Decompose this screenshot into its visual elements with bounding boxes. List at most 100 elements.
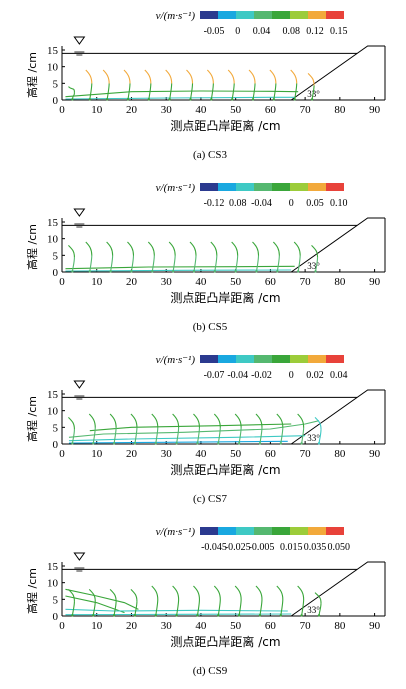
profile-point bbox=[171, 270, 175, 273]
colorbar-label: 0 bbox=[235, 26, 240, 37]
velocity-profile-lower bbox=[110, 255, 114, 272]
chart-panel-cs5: v/(m·s⁻¹) -0.12 0.08 -0.04 0 0.05 0.10 0 5 10 15 0 1… bbox=[0, 172, 406, 344]
colorbar-label: 0.08 bbox=[229, 198, 247, 209]
streamline-curve bbox=[65, 96, 295, 100]
velocity-profile-lower bbox=[273, 83, 277, 100]
colorbar-label: -0.02 bbox=[251, 370, 272, 381]
velocity-profile-lower bbox=[235, 255, 239, 272]
velocity-profile-lower bbox=[196, 599, 201, 616]
streamline-curve bbox=[65, 265, 295, 270]
y-tick-label: 15 bbox=[47, 561, 59, 573]
colorbar-segment bbox=[254, 183, 272, 191]
velocity-profile-upper bbox=[206, 69, 214, 84]
velocity-profile-lower bbox=[92, 601, 96, 616]
panel-caption: (c) CS7 bbox=[193, 493, 227, 505]
colorbar-segment bbox=[290, 527, 308, 535]
profile-point bbox=[71, 442, 74, 445]
colorbar-segment bbox=[218, 527, 236, 535]
x-axis-label: 测点距凸岸距离 /cm bbox=[170, 118, 280, 133]
velocity-profile-upper bbox=[210, 241, 218, 256]
x-tick-label: 40 bbox=[195, 104, 207, 116]
y-tick-label: 0 bbox=[53, 267, 59, 279]
colorbar-segment bbox=[272, 527, 290, 535]
velocity-profile-upper bbox=[297, 585, 305, 600]
velocity-profile-upper bbox=[186, 69, 194, 84]
velocity-profile-lower bbox=[189, 83, 194, 100]
y-axis-label: 高程 /cm bbox=[25, 224, 39, 270]
profile-point bbox=[71, 270, 74, 273]
slope-angle-label: 33° bbox=[307, 605, 320, 615]
profile-point bbox=[251, 98, 255, 101]
velocity-profile-lower bbox=[314, 257, 319, 272]
profile-point bbox=[196, 614, 199, 617]
profile-point bbox=[234, 270, 237, 273]
colorbar-segment bbox=[272, 11, 290, 19]
velocity-profile-upper bbox=[147, 241, 155, 256]
y-tick-label: 10 bbox=[47, 578, 59, 590]
profile-point bbox=[92, 614, 95, 617]
velocity-profile-upper bbox=[85, 241, 93, 256]
velocity-profile-upper bbox=[248, 69, 256, 84]
colorbar-segment bbox=[200, 11, 218, 19]
y-tick-label: 10 bbox=[47, 234, 59, 246]
colorbar-label: 0.015 bbox=[280, 542, 303, 553]
velocity-profile-upper bbox=[293, 241, 301, 256]
profile-point bbox=[154, 614, 157, 617]
x-tick-label: 10 bbox=[91, 448, 103, 460]
velocity-profile-upper bbox=[314, 416, 322, 430]
x-tick-label: 20 bbox=[126, 620, 138, 632]
profile-point bbox=[317, 614, 321, 617]
bank-slope bbox=[290, 389, 385, 445]
chart-panel-cs9: v/(m·s⁻¹) -0.045 -0.025 -0.005 0.015 0.035 0.0… bbox=[0, 516, 406, 688]
streamline-curve bbox=[65, 269, 292, 272]
velocity-profile-lower bbox=[238, 599, 242, 616]
velocity-profile-lower bbox=[134, 427, 138, 444]
profile-point bbox=[314, 270, 317, 273]
velocity-profile-lower bbox=[71, 92, 75, 100]
profile-point bbox=[175, 614, 178, 617]
y-tick-label: 10 bbox=[47, 406, 59, 418]
x-tick-label: 0 bbox=[59, 104, 65, 116]
velocity-profile-upper bbox=[297, 413, 305, 428]
x-tick-label: 30 bbox=[161, 620, 173, 632]
bank-slope bbox=[290, 45, 385, 101]
panel-caption: (d) CS9 bbox=[193, 665, 228, 677]
velocity-profile-upper bbox=[276, 585, 284, 600]
profile-point bbox=[71, 98, 74, 101]
colorbar-segment bbox=[254, 355, 272, 363]
velocity-profile-lower bbox=[294, 83, 298, 100]
x-tick-label: 90 bbox=[369, 620, 381, 632]
velocity-profile-upper bbox=[106, 241, 114, 256]
colorbar-label: 0.04 bbox=[330, 370, 348, 381]
y-axis-label: 高程 /cm bbox=[25, 396, 39, 442]
profile-point bbox=[310, 98, 314, 101]
panel-caption: (b) CS5 bbox=[193, 321, 228, 333]
velocity-profile-upper bbox=[130, 413, 138, 428]
profile-point bbox=[296, 270, 300, 273]
velocity-profile-upper bbox=[68, 416, 75, 430]
velocity-profile-upper bbox=[290, 69, 298, 84]
colorbar-segment bbox=[236, 183, 254, 191]
colorbar-segment bbox=[290, 183, 308, 191]
velocity-profile-lower bbox=[217, 427, 221, 444]
velocity-profile-lower bbox=[176, 427, 180, 444]
colorbar-segment bbox=[326, 527, 344, 535]
profile-point bbox=[213, 270, 217, 273]
profile-point bbox=[71, 614, 74, 617]
velocity-profile-lower bbox=[148, 83, 152, 100]
velocity-profile-lower bbox=[259, 427, 263, 444]
velocity-profile-upper bbox=[193, 585, 201, 600]
velocity-profile-upper bbox=[85, 69, 93, 84]
y-tick-label: 0 bbox=[53, 439, 59, 451]
colorbar-label: 0 bbox=[289, 370, 294, 381]
velocity-profile-lower bbox=[127, 83, 131, 100]
x-tick-label: 0 bbox=[59, 276, 65, 288]
velocity-profile-upper bbox=[102, 69, 110, 84]
profile-point bbox=[300, 614, 303, 617]
velocity-profile-lower bbox=[89, 255, 93, 272]
velocity-profile-upper bbox=[227, 69, 235, 84]
velocity-profile-upper bbox=[68, 244, 75, 258]
velocity-profile-lower bbox=[276, 255, 280, 272]
x-tick-label: 30 bbox=[161, 448, 173, 460]
profile-point bbox=[196, 442, 199, 445]
